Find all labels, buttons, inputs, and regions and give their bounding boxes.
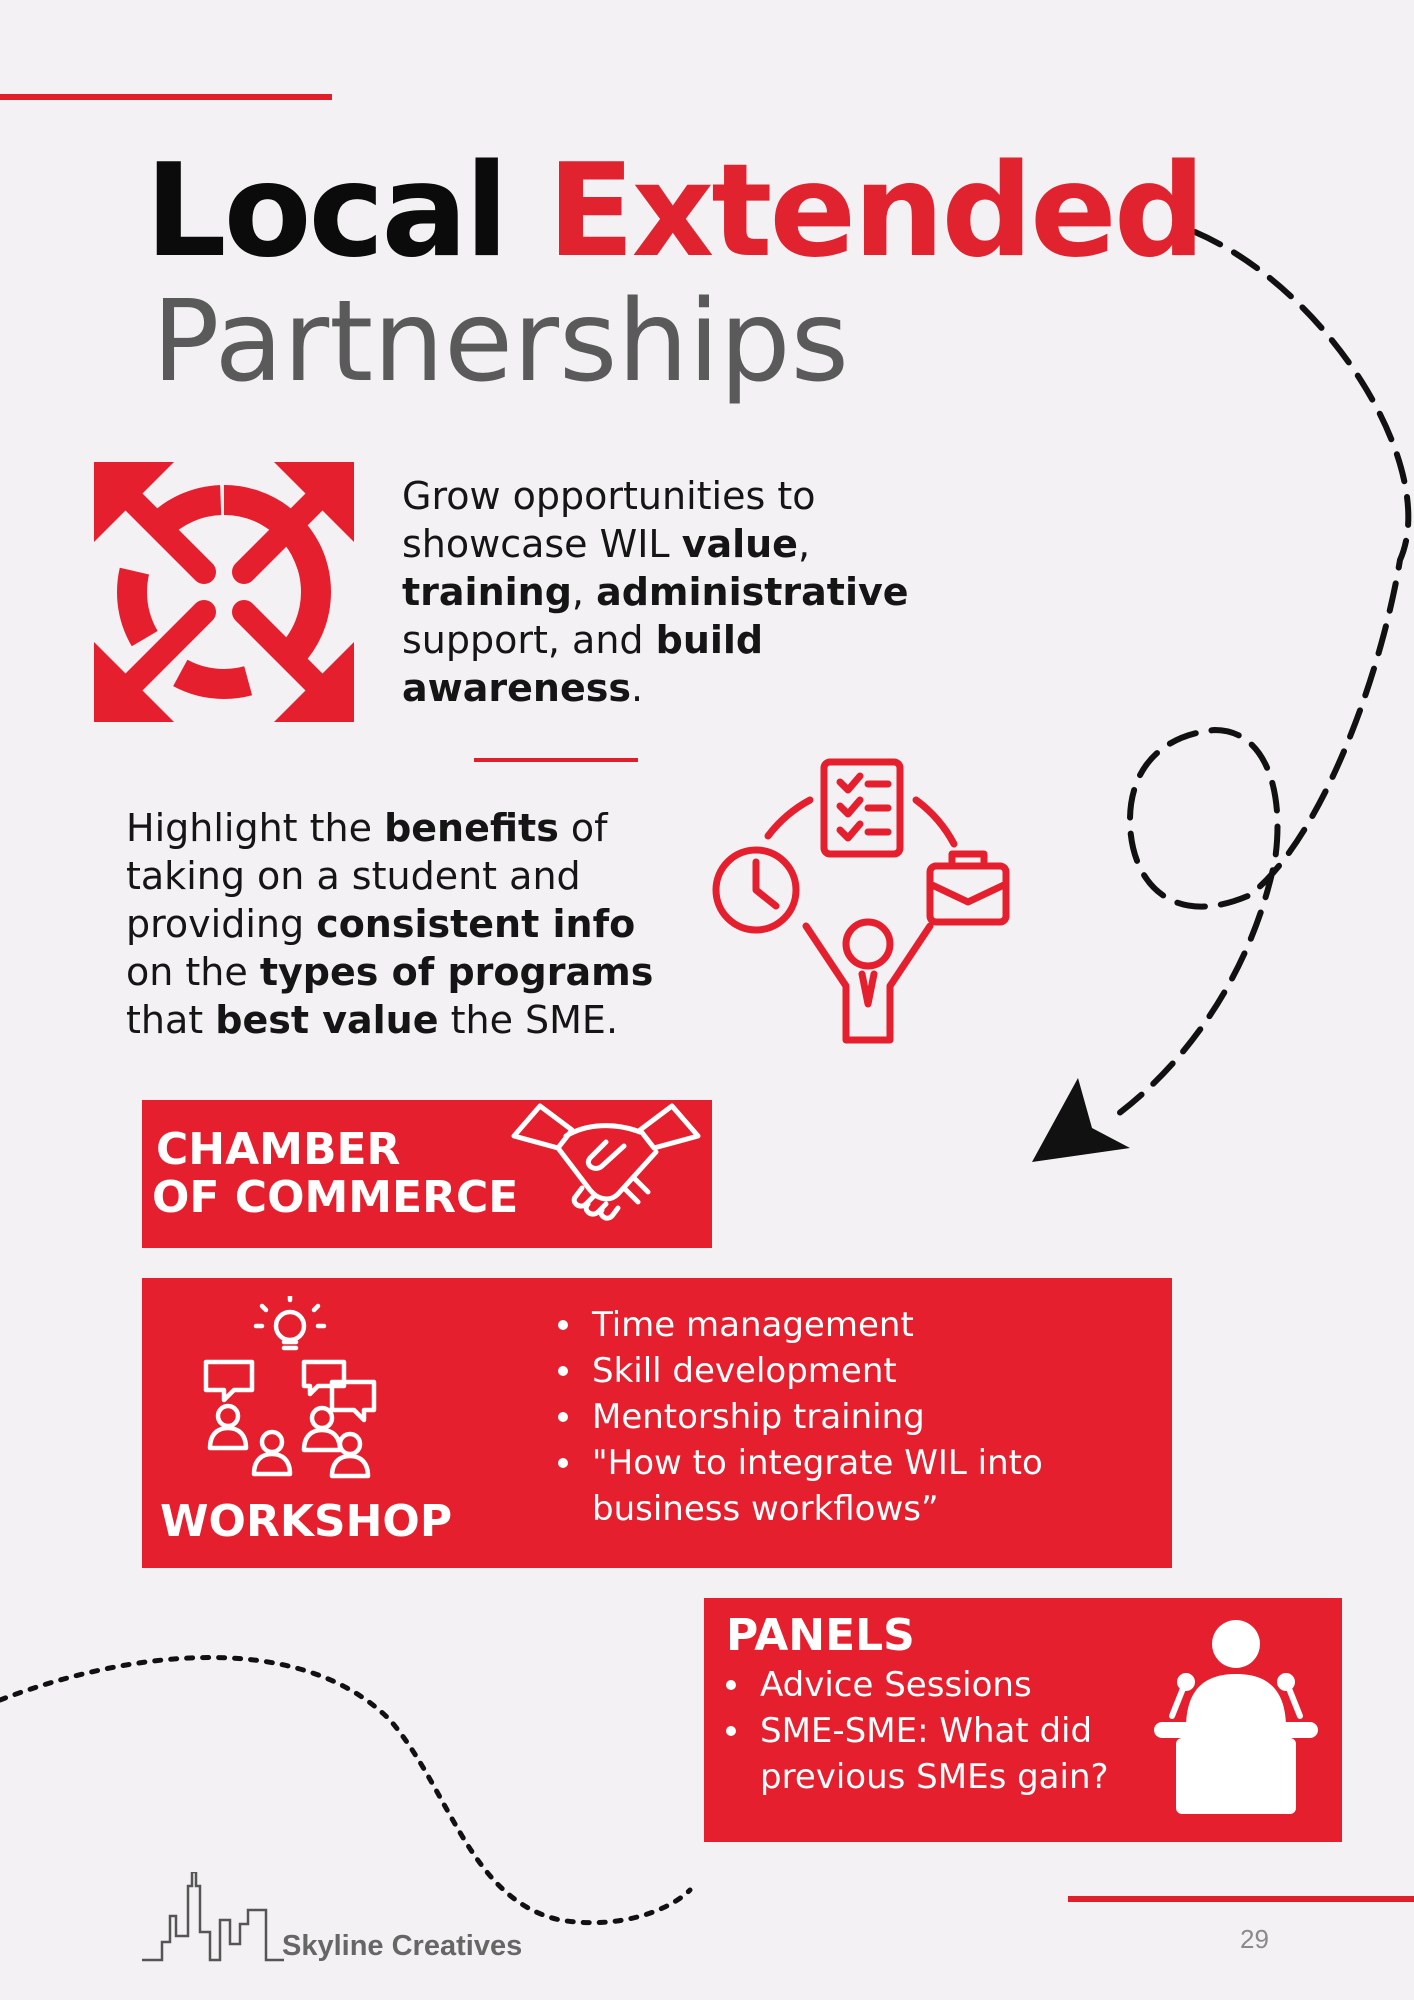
section1-text: Grow opportunities to showcase WIL value… bbox=[402, 472, 942, 712]
body-text: , bbox=[797, 522, 811, 566]
workshop-title: WORKSHOP bbox=[160, 1496, 453, 1547]
workshop-box: WORKSHOP Time management Skill developme… bbox=[142, 1278, 1172, 1568]
handshake-icon bbox=[511, 1103, 701, 1221]
list-item: Advice Sessions bbox=[722, 1662, 1122, 1708]
speaker-podium-icon bbox=[1154, 1620, 1318, 1814]
body-text: the SME. bbox=[438, 998, 619, 1042]
skyline-logo-icon bbox=[142, 1872, 284, 1962]
body-text: of taking on a student and providing bbox=[126, 806, 608, 946]
list-item: "How to integrate WIL into business work… bbox=[554, 1440, 1114, 1532]
chamber-of-commerce-box: CHAMBER OF COMMERCE bbox=[142, 1100, 712, 1248]
panels-list: Advice Sessions SME-SME: What did previo… bbox=[722, 1662, 1122, 1800]
body-text: that bbox=[126, 998, 216, 1042]
title-word-extended: Extended bbox=[547, 137, 1205, 286]
page-number: 29 bbox=[1240, 1924, 1269, 1954]
list-item: SME-SME: What did previous SMEs gain? bbox=[722, 1708, 1122, 1800]
panels-box: PANELS Advice Sessions SME-SME: What did… bbox=[704, 1598, 1342, 1842]
emphasis-text: benefits bbox=[384, 806, 559, 850]
list-item: Time management bbox=[554, 1302, 1114, 1348]
emphasis-text: best value bbox=[215, 998, 439, 1042]
list-item: Skill development bbox=[554, 1348, 1114, 1394]
body-text: , bbox=[571, 570, 597, 614]
section-divider bbox=[474, 758, 638, 762]
panels-title: PANELS bbox=[726, 1610, 915, 1661]
emphasis-text: build awareness bbox=[402, 618, 764, 710]
emphasis-text: value bbox=[681, 522, 798, 566]
top-accent-line bbox=[0, 94, 332, 100]
body-text: support, and bbox=[402, 618, 656, 662]
group-discussion-icon bbox=[203, 1296, 377, 1479]
brand-name: Skyline Creatives bbox=[282, 1930, 523, 1962]
list-item: Mentorship training bbox=[554, 1394, 1114, 1440]
body-text: . bbox=[630, 666, 644, 710]
emphasis-text: types of programs bbox=[259, 950, 654, 994]
body-text: Highlight the bbox=[126, 806, 385, 850]
page-subtitle: Partnerships bbox=[152, 277, 849, 407]
body-text: on the bbox=[126, 950, 260, 994]
chamber-title-line2: OF COMMERCE bbox=[152, 1172, 519, 1223]
bottom-accent-line bbox=[1068, 1896, 1414, 1902]
student-workflow-cycle-icon bbox=[712, 758, 1010, 1044]
emphasis-text: administrative bbox=[596, 570, 909, 614]
section2-text: Highlight the benefits of taking on a st… bbox=[126, 804, 686, 1044]
workshop-list: Time management Skill development Mentor… bbox=[554, 1302, 1114, 1532]
arrowhead bbox=[1032, 1078, 1130, 1162]
emphasis-text: consistent info bbox=[316, 902, 636, 946]
expand-arrows-icon bbox=[94, 462, 354, 722]
chamber-title-line1: CHAMBER bbox=[156, 1124, 401, 1175]
emphasis-text: training bbox=[402, 570, 572, 614]
body-text: Grow opportunities to showcase WIL bbox=[402, 474, 816, 566]
page-title: Local Extended bbox=[145, 148, 1205, 276]
title-word-local: Local bbox=[145, 137, 509, 286]
